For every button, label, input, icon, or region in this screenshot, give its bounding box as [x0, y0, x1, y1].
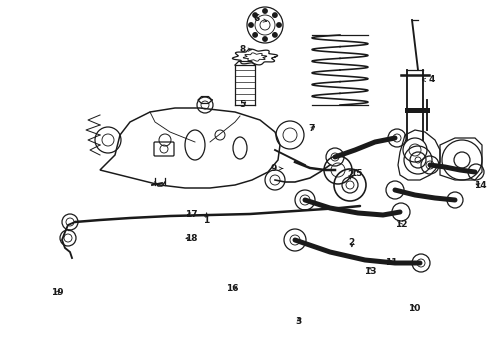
Text: 19: 19 [51, 288, 64, 297]
Text: 14: 14 [474, 181, 487, 190]
Circle shape [263, 37, 267, 41]
Text: 6: 6 [254, 14, 267, 23]
Text: 15: 15 [350, 169, 363, 178]
Circle shape [253, 33, 257, 37]
Text: 8: 8 [240, 45, 251, 54]
Text: 3: 3 [296, 318, 302, 326]
Text: 1: 1 [203, 213, 209, 225]
Text: 2: 2 [349, 238, 355, 247]
Text: 18: 18 [185, 234, 197, 243]
Text: 7: 7 [308, 124, 315, 133]
Text: 10: 10 [408, 305, 420, 313]
Text: 17: 17 [185, 210, 197, 219]
Circle shape [263, 9, 267, 13]
Text: 12: 12 [394, 220, 407, 229]
Text: 9: 9 [270, 164, 283, 173]
Text: 13: 13 [364, 266, 376, 276]
Text: 5: 5 [240, 100, 245, 109]
Circle shape [253, 13, 257, 17]
Text: 4: 4 [422, 76, 436, 85]
Circle shape [277, 23, 281, 27]
Circle shape [249, 23, 253, 27]
Circle shape [273, 13, 277, 17]
Circle shape [273, 33, 277, 37]
Text: 16: 16 [226, 284, 239, 293]
Text: 11: 11 [385, 258, 397, 267]
Text: 2: 2 [347, 171, 353, 180]
